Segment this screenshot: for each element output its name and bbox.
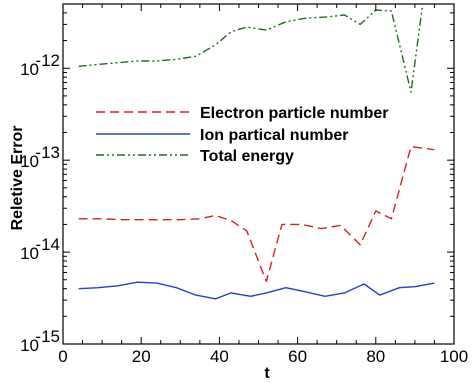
y-tick-label: 10 — [20, 336, 39, 355]
series-line-2 — [78, 281, 435, 300]
series-line-3 — [78, 3, 424, 93]
y-tick-exponent: -13 — [35, 143, 60, 162]
y-tick-exponent: -14 — [35, 235, 60, 254]
x-axis-title: t — [264, 365, 270, 382]
plot-frame — [62, 3, 455, 345]
y-tick-exponent: -12 — [35, 51, 60, 70]
x-tick-label: 80 — [366, 347, 385, 366]
y-tick-label: 10 — [20, 244, 39, 263]
x-tick-label: 0 — [58, 347, 67, 366]
series-layer — [78, 3, 435, 300]
y-tick-exponent: -15 — [35, 327, 60, 346]
x-tick-label: 40 — [210, 347, 229, 366]
legend-label-2: Ion partical number — [200, 127, 348, 144]
legend: Electron particle number Ion partical num… — [96, 105, 389, 165]
legend-label-3: Total energy — [200, 148, 294, 165]
x-tick-label: 20 — [132, 347, 151, 366]
x-tick-label: 60 — [288, 347, 307, 366]
y-tick-label: 10 — [20, 60, 39, 79]
y-tick-label: 10 — [20, 152, 39, 171]
plot-border — [62, 3, 455, 345]
y-axis-title: Reletive Error — [9, 126, 26, 231]
x-tick-label: 100 — [440, 347, 468, 366]
x-axis: 0 20 40 60 80 100 — [58, 4, 468, 366]
legend-label-1: Electron particle number — [200, 105, 389, 122]
series-line-1 — [78, 145, 435, 283]
